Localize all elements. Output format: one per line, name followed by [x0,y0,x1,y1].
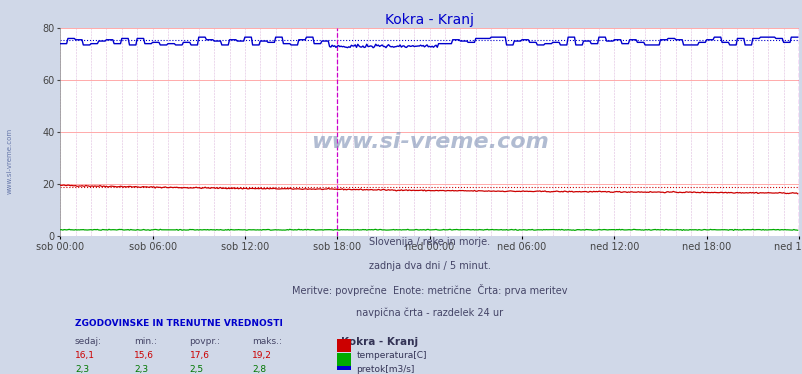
Text: min.:: min.: [134,337,156,346]
Text: 2,8: 2,8 [252,365,266,374]
Text: pretok[m3/s]: pretok[m3/s] [356,365,415,374]
Text: Kokra - Kranj: Kokra - Kranj [341,337,418,347]
Text: www.si-vreme.com: www.si-vreme.com [6,128,13,194]
Text: 15,6: 15,6 [134,352,154,361]
Text: povpr.:: povpr.: [189,337,221,346]
Text: Meritve: povprečne  Enote: metrične  Črta: prva meritev: Meritve: povprečne Enote: metrične Črta:… [291,284,567,296]
Bar [337,366,350,374]
Text: 19,2: 19,2 [252,352,272,361]
Bar [337,339,350,352]
Text: 2,3: 2,3 [134,365,148,374]
Text: sedaj:: sedaj: [75,337,102,346]
Text: maks.:: maks.: [252,337,282,346]
Text: 17,6: 17,6 [189,352,209,361]
Text: Slovenija / reke in morje.: Slovenija / reke in morje. [369,237,489,248]
Text: ZGODOVINSKE IN TRENUTNE VREDNOSTI: ZGODOVINSKE IN TRENUTNE VREDNOSTI [75,319,282,328]
Text: 16,1: 16,1 [75,352,95,361]
Bar [337,353,350,365]
Text: www.si-vreme.com: www.si-vreme.com [310,132,548,153]
Text: navpična črta - razdelek 24 ur: navpična črta - razdelek 24 ur [355,308,503,318]
Text: zadnja dva dni / 5 minut.: zadnja dva dni / 5 minut. [368,261,490,271]
Text: 2,3: 2,3 [75,365,89,374]
Text: temperatura[C]: temperatura[C] [356,352,427,361]
Title: Kokra - Kranj: Kokra - Kranj [385,13,473,27]
Text: 2,5: 2,5 [189,365,204,374]
